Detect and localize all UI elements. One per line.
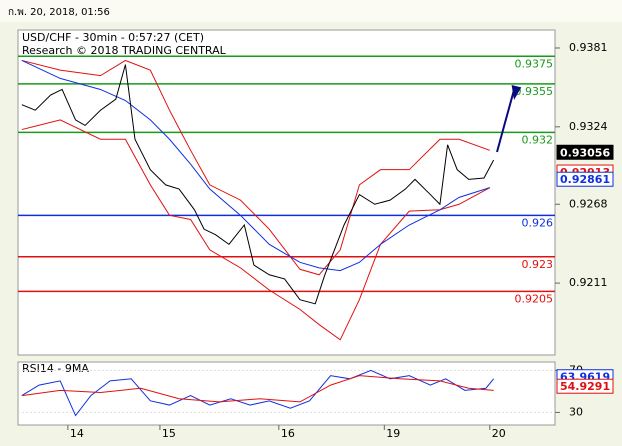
series-line [21,59,490,276]
x-tick-label: 20 [492,427,506,440]
value-tag-box [556,171,614,187]
series-line [21,119,491,341]
level-label: 0.9205 [515,292,554,305]
y-tick-label: 0.9268 [569,197,608,210]
y-tick-label: 0.9324 [569,120,608,133]
rsi-title: RSI14 - 9MA [22,362,89,375]
level-label: 0.926 [522,216,554,229]
y-tick-label: 30 [569,405,583,418]
x-tick-label: 16 [281,427,295,440]
chart-title: USD/CHF - 30min - 0:57:27 (CET) [22,31,204,44]
series-line [21,369,495,417]
level-label: 0.932 [522,133,554,146]
value-tag: 0.92861 [560,173,610,186]
level-label: 0.923 [522,258,554,271]
x-tick-label: 19 [386,427,400,440]
value-tag: 54.9291 [560,380,610,393]
series-line [21,64,495,305]
header-time: ก.พ. 20, 2018, 01:56 [8,7,110,18]
x-tick-label: 15 [162,427,176,440]
y-tick-label: 0.9211 [569,276,608,289]
x-tick-label: 14 [70,427,84,440]
value-tag-box [556,144,614,160]
series-line [21,375,494,403]
value-tag: 0.93056 [560,146,610,159]
level-label: 0.9355 [515,85,554,98]
forecast-arrow [496,84,522,153]
value-tag-box [556,378,614,394]
y-tick-label: 0.9381 [569,41,608,54]
header-bar [0,0,622,22]
rsi-panel [17,361,556,426]
series-line [21,59,490,272]
chart-subtitle: Research © 2018 TRADING CENTRAL [22,44,227,57]
level-label: 0.9375 [515,57,554,70]
